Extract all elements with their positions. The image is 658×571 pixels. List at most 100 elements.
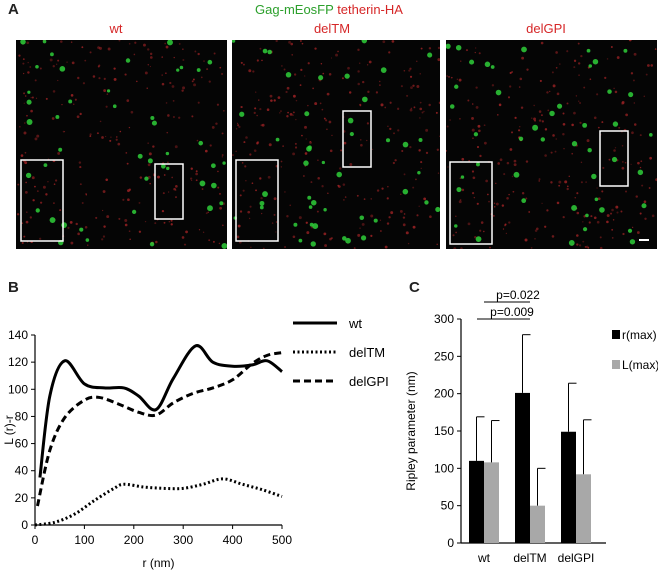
red-speckle — [421, 111, 424, 114]
red-speckle — [238, 125, 241, 129]
red-speckle — [76, 115, 80, 119]
red-speckle — [122, 198, 125, 201]
red-speckle — [472, 176, 476, 180]
y-tick-label: 100 — [434, 461, 454, 475]
red-speckle — [480, 221, 484, 224]
red-speckle — [556, 92, 560, 96]
red-speckle — [639, 166, 642, 169]
green-spot — [239, 111, 245, 117]
red-speckle — [597, 197, 601, 201]
red-speckle — [654, 48, 657, 50]
red-speckle — [27, 71, 30, 74]
red-speckle — [562, 122, 566, 126]
red-speckle — [601, 190, 604, 193]
red-speckle — [59, 209, 62, 212]
red-speckle — [550, 181, 553, 184]
red-speckle — [582, 240, 585, 243]
red-speckle — [291, 54, 293, 56]
red-speckle — [74, 98, 77, 101]
red-speckle — [49, 58, 53, 62]
red-speckle — [508, 221, 511, 224]
bar-r(max)-delGPI — [561, 431, 576, 543]
red-speckle — [476, 145, 480, 149]
red-speckle — [304, 125, 307, 129]
red-speckle — [357, 48, 360, 52]
green-spot — [592, 58, 599, 65]
red-speckle — [566, 187, 569, 191]
red-speckle — [367, 90, 370, 94]
red-speckle — [611, 237, 614, 239]
red-speckle — [288, 40, 292, 44]
red-speckle — [262, 247, 265, 249]
red-speckle — [35, 97, 38, 99]
red-speckle — [459, 199, 462, 201]
red-speckle — [397, 107, 400, 110]
red-speckle — [255, 189, 257, 192]
red-speckle — [508, 193, 510, 196]
green-spot — [26, 119, 33, 125]
red-speckle — [77, 232, 80, 236]
red-speckle — [163, 174, 166, 176]
red-speckle — [155, 240, 158, 244]
red-speckle — [95, 216, 98, 219]
red-speckle — [221, 73, 223, 75]
red-speckle — [213, 52, 216, 55]
red-speckle — [408, 69, 411, 72]
red-speckle — [23, 92, 26, 95]
green-spot — [607, 89, 612, 94]
red-speckle — [244, 165, 247, 168]
green-spot — [176, 68, 180, 72]
red-speckle — [207, 211, 209, 213]
red-speckle — [578, 244, 582, 247]
red-speckle — [539, 79, 542, 83]
red-speckle — [541, 114, 543, 117]
red-speckle — [31, 176, 35, 180]
green-spot — [571, 141, 578, 147]
red-speckle — [31, 96, 34, 99]
red-speckle — [583, 86, 586, 89]
red-speckle — [61, 104, 63, 106]
red-speckle — [639, 212, 642, 215]
green-spot — [35, 208, 40, 213]
zoom-inset-box — [20, 159, 64, 242]
red-speckle — [16, 213, 20, 216]
red-speckle — [649, 156, 652, 160]
red-speckle — [92, 75, 96, 78]
green-spot — [232, 40, 236, 43]
green-spot — [568, 240, 575, 246]
green-spot — [594, 197, 599, 202]
red-speckle — [366, 139, 368, 142]
red-speckle — [52, 90, 56, 93]
red-speckle — [52, 65, 55, 68]
red-speckle — [57, 59, 60, 62]
red-speckle — [239, 210, 243, 213]
red-speckle — [412, 84, 415, 87]
red-speckle — [215, 122, 218, 125]
red-speckle — [370, 234, 373, 237]
red-speckle — [341, 77, 344, 80]
red-speckle — [502, 228, 505, 230]
y-tick-label: 150 — [434, 424, 454, 438]
red-speckle — [298, 216, 302, 220]
red-speckle — [194, 50, 197, 53]
green-spot — [582, 227, 588, 232]
red-speckle — [273, 213, 276, 216]
red-speckle — [645, 73, 648, 76]
red-speckle — [418, 205, 420, 207]
red-speckle — [384, 106, 387, 109]
red-speckle — [528, 211, 531, 213]
red-speckle — [103, 225, 106, 228]
green-spot — [637, 169, 644, 176]
red-speckle — [242, 189, 245, 192]
red-speckle — [495, 202, 499, 206]
line-chart: 0 20 40 60 80 100 120 140 0 100 200 300 400 500 r (nm)… — [2, 316, 389, 570]
green-spot — [540, 137, 546, 142]
red-speckle — [366, 64, 369, 66]
red-speckle — [66, 61, 68, 63]
red-speckle — [175, 196, 177, 199]
red-speckle — [53, 183, 56, 186]
red-speckle — [273, 99, 276, 102]
red-speckle — [446, 149, 447, 152]
red-speckle — [245, 180, 247, 182]
red-speckle — [471, 128, 475, 132]
